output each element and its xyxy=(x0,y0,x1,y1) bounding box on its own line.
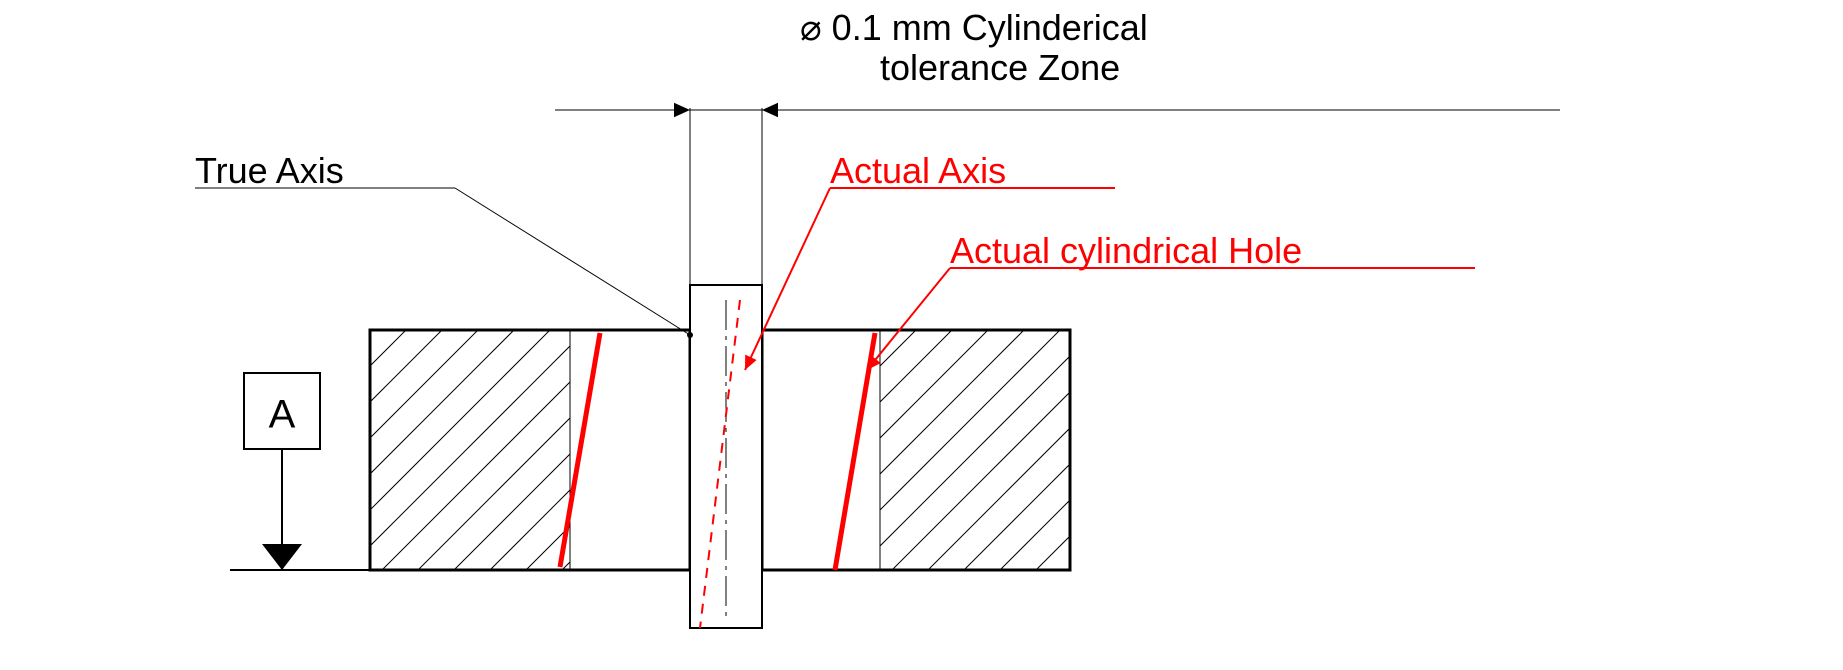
hatch xyxy=(640,330,1528,570)
true-axis-leader-dot xyxy=(687,332,693,338)
tolerance-label-line1: ⌀ 0.1 mm Cylinderical xyxy=(800,7,1148,48)
true-axis-label: True Axis xyxy=(195,150,344,191)
datum-label: A xyxy=(269,393,296,437)
actual-axis-label: Actual Axis xyxy=(830,150,1006,191)
actual-hole-label: Actual cylindrical Hole xyxy=(950,230,1302,271)
actual-hole-left xyxy=(560,333,600,567)
actual-hole-leader xyxy=(867,268,950,370)
true-axis-leader xyxy=(455,188,690,335)
actual-axis-leader xyxy=(745,188,830,370)
tolerance-label-line2: tolerance Zone xyxy=(880,47,1120,88)
